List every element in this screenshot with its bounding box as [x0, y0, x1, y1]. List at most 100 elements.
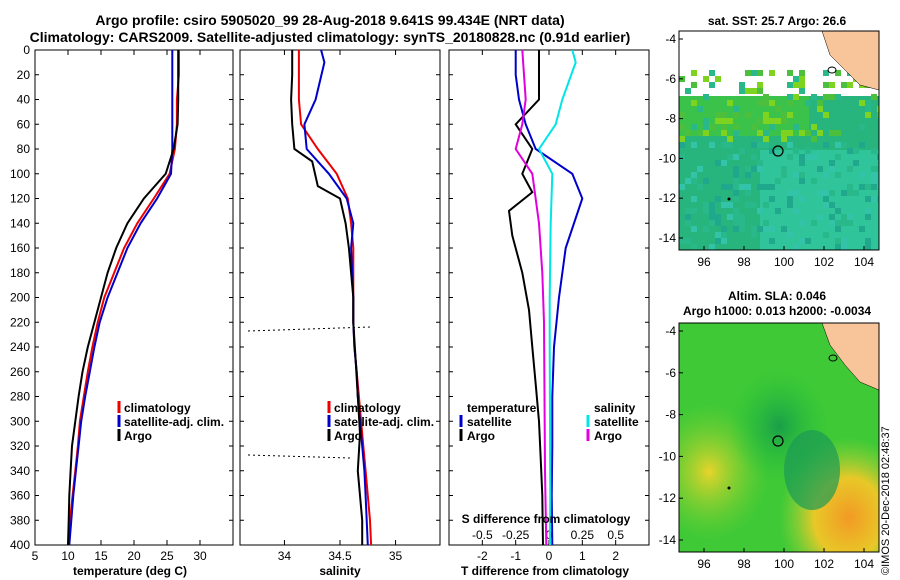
sst-pixel	[829, 82, 835, 88]
sst-pixel	[739, 88, 745, 94]
sst-pixel	[769, 70, 775, 76]
sst-pixel	[691, 208, 697, 214]
sst-pixel	[835, 154, 841, 160]
sst-pixel	[757, 166, 763, 172]
sst-pixel	[871, 166, 877, 172]
sst-pixel	[679, 238, 685, 244]
sst-pixel	[709, 208, 715, 214]
legend-salinity-header: salinity	[594, 401, 636, 415]
sst-pixel	[691, 124, 697, 130]
sst-pixel	[799, 178, 805, 184]
difference-legend: temperature satellite Argo salinity sate…	[459, 401, 639, 443]
sst-pixel	[835, 220, 841, 226]
sst-pixel	[817, 106, 823, 112]
depth-tick-label: 240	[10, 340, 30, 354]
map-x-tick-label: 96	[697, 255, 711, 269]
sst-pixel	[793, 148, 799, 154]
x-tick-label: 5	[32, 549, 39, 563]
sst-pixel	[847, 184, 853, 190]
sst-pixel	[709, 142, 715, 148]
map-y-tick-label: -8	[665, 112, 676, 126]
x-tick-label: 34	[278, 549, 292, 563]
sst-pixel	[763, 184, 769, 190]
x-tick-label: -2	[477, 549, 488, 563]
sst-pixel	[727, 136, 733, 142]
sst-pixel	[829, 160, 835, 166]
sst-pixel	[787, 154, 793, 160]
sst-pixel	[835, 226, 841, 232]
sst-pixel	[799, 196, 805, 202]
sst-pixel	[877, 196, 879, 202]
sst-pixel	[691, 172, 697, 178]
sst-pixel	[739, 214, 745, 220]
sst-pixel	[733, 154, 739, 160]
sst-pixel	[805, 130, 811, 136]
sst-map-ticks: 96 98 100 102 104 -4 -6 -8 -10 -12 -14	[659, 32, 875, 269]
sst-pixel	[709, 82, 715, 88]
difference-axis-ticks: -2 -1 0 1 2-0.5 -0.25 0 0.25 0.5	[449, 49, 649, 563]
salinity-panel-frame	[239, 49, 441, 546]
sst-pixels	[679, 70, 879, 250]
sst-pixel	[811, 124, 817, 130]
sst-pixel	[841, 190, 847, 196]
sst-pixel	[721, 202, 727, 208]
sst-pixel	[781, 226, 787, 232]
salinity-series-2	[290, 50, 364, 545]
christmas-island-dot	[727, 197, 731, 201]
sst-pixel	[703, 130, 709, 136]
sst-pixel	[769, 100, 775, 106]
sst-pixel	[757, 88, 763, 94]
sst-pixel	[805, 154, 811, 160]
title-line-1: Argo profile: csiro 5905020_99 28-Aug-20…	[95, 12, 565, 28]
legend-argo-label: Argo	[334, 429, 362, 443]
sst-pixel	[793, 172, 799, 178]
sst-pixel	[787, 82, 793, 88]
sst-pixel	[799, 172, 805, 178]
sst-pixel	[763, 94, 769, 100]
depth-tick-label: 360	[10, 489, 30, 503]
x2-tick-label: -0.25	[502, 528, 530, 542]
sst-pixel	[793, 190, 799, 196]
depth-tick-label: 320	[10, 439, 30, 453]
sst-pixel	[739, 226, 745, 232]
sst-pixel	[817, 190, 823, 196]
sst-pixel	[751, 88, 757, 94]
sst-pixel	[727, 214, 733, 220]
sla-eddy	[784, 430, 840, 510]
depth-tick-label: 80	[17, 142, 31, 156]
sst-pixel	[841, 238, 847, 244]
sst-pixel	[733, 130, 739, 136]
sst-pixel	[733, 196, 739, 202]
sst-pixel	[709, 244, 715, 250]
sst-pixel	[757, 100, 763, 106]
sst-pixel	[679, 184, 685, 190]
salinity-series-0	[297, 50, 373, 545]
sst-pixel	[799, 238, 805, 244]
sst-pixel	[793, 76, 799, 82]
sst-pixel	[721, 226, 727, 232]
sst-pixel	[733, 178, 739, 184]
x-tick-label: 25	[160, 549, 174, 563]
sst-pixel	[811, 154, 817, 160]
map-y-tick-label: -12	[659, 491, 677, 505]
sst-pixel	[817, 166, 823, 172]
sst-pixel	[835, 142, 841, 148]
sst-pixel	[799, 88, 805, 94]
map-y-tick-label: -6	[665, 366, 676, 380]
timestamp: ©IMOS 20-Dec-2018 02:48:37	[880, 426, 892, 575]
sst-pixel	[799, 154, 805, 160]
sst-pixel	[865, 214, 871, 220]
sst-pixel	[871, 172, 877, 178]
sst-pixel	[751, 232, 757, 238]
sst-pixel	[757, 130, 763, 136]
depth-tick-label: 100	[10, 167, 30, 181]
sst-pixel	[757, 118, 763, 124]
temperature-series	[67, 50, 180, 545]
sst-pixel	[733, 124, 739, 130]
sla-map	[679, 323, 879, 552]
sst-pixel	[793, 124, 799, 130]
sst-pixel	[733, 172, 739, 178]
sst-pixel	[733, 226, 739, 232]
sst-pixel	[769, 238, 775, 244]
sst-pixel	[781, 172, 787, 178]
